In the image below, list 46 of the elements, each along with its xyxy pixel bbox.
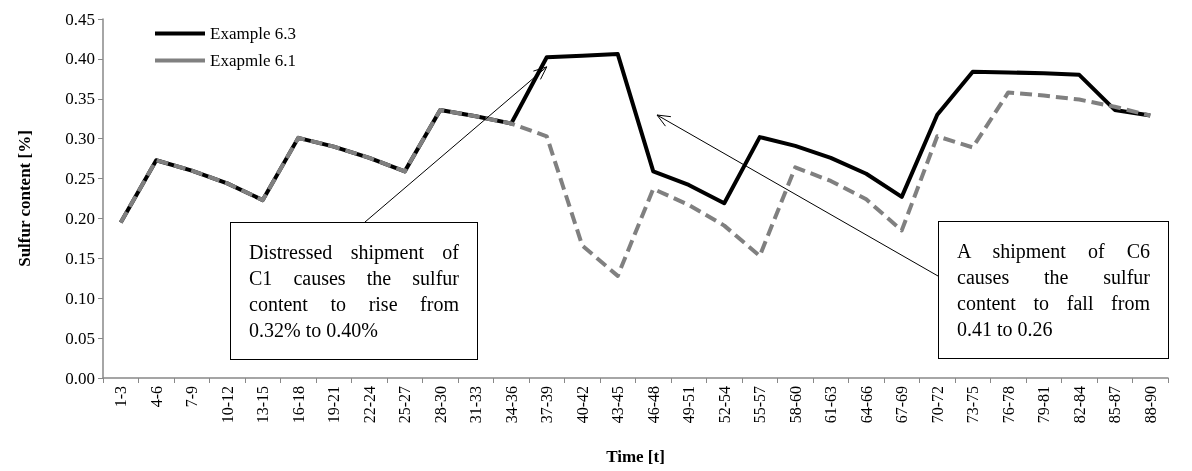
x-tick-label: 82-84 [1070, 386, 1088, 424]
y-tick-label: 0.20 [65, 208, 95, 228]
annotation: A shipment of C6 causes the sulfur content to fall from 0.41 to 0.26 [938, 221, 1169, 359]
x-tick-label: 34-36 [502, 386, 520, 424]
y-tick-label: 0.10 [65, 288, 95, 308]
x-tick-label: 13-15 [254, 386, 272, 424]
x-tick-label: 7-9 [183, 386, 201, 408]
x-tick-label: 10-12 [218, 386, 236, 424]
x-tick-label: 1-3 [112, 386, 130, 408]
x-tick-label: 28-30 [431, 386, 449, 424]
y-tick-label: 0.40 [65, 49, 95, 69]
x-tick-label: 16-18 [289, 386, 307, 424]
x-tick-label: 31-33 [467, 386, 485, 424]
annotation: Distressed shipment of C1 causes the sulfur content to rise from 0.32% to 0.40% [230, 222, 478, 360]
x-tick-label: 22-24 [360, 386, 378, 424]
x-axis-title: Time [t] [606, 447, 665, 466]
x-tick-label: 40-42 [573, 386, 591, 424]
x-tick-label: 37-39 [538, 386, 556, 424]
x-tick-label: 70-72 [928, 386, 946, 424]
y-tick-label: 0.15 [65, 248, 95, 268]
x-tick-label: 4-6 [147, 386, 165, 408]
x-tick-label: 61-63 [822, 386, 840, 424]
legend-label: Example 6.3 [210, 24, 296, 43]
y-axis-title: Sulfur content [%] [15, 130, 34, 267]
x-tick-label: 73-75 [964, 386, 982, 424]
x-tick-label: 79-81 [1035, 386, 1053, 424]
x-tick-label: 88-90 [1141, 386, 1159, 424]
x-tick-label: 85-87 [1106, 386, 1124, 424]
x-tick-label: 46-48 [644, 386, 662, 424]
y-tick-label: 0.35 [65, 89, 95, 109]
y-tick-label: 0.00 [65, 368, 95, 388]
x-tick-label: 55-57 [751, 386, 769, 424]
legend-label: Exapmle 6.1 [210, 51, 296, 70]
y-tick-label: 0.05 [65, 328, 95, 348]
y-tick-label: 0.45 [65, 9, 95, 29]
x-tick-label: 25-27 [396, 386, 414, 424]
x-tick-label: 67-69 [893, 386, 911, 424]
x-tick-label: 76-78 [999, 386, 1017, 424]
x-tick-label: 19-21 [325, 386, 343, 424]
x-tick-label: 58-60 [786, 386, 804, 424]
x-tick-label: 49-51 [680, 386, 698, 424]
x-tick-label: 52-54 [715, 386, 733, 424]
y-tick-label: 0.30 [65, 129, 95, 149]
x-tick-label: 64-66 [857, 386, 875, 424]
x-tick-label: 43-45 [609, 386, 627, 424]
y-tick-label: 0.25 [65, 169, 95, 189]
